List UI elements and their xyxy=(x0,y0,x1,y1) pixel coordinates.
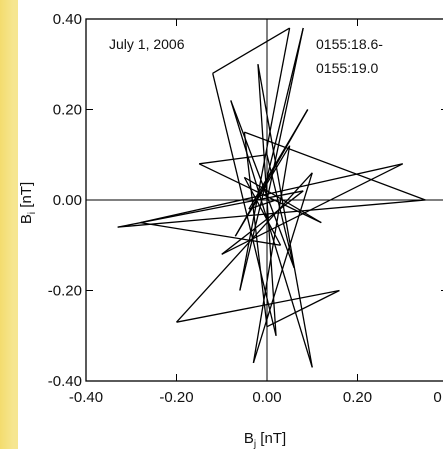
trace-segment xyxy=(257,64,277,336)
trace-segment xyxy=(176,172,313,323)
y-tick-label: 0.00 xyxy=(53,192,82,209)
trace-segment xyxy=(117,190,304,228)
y-tick-label: 0.20 xyxy=(53,102,82,119)
time-annotation-end: 0155:19.0 xyxy=(316,60,378,76)
trace-segment xyxy=(248,109,309,210)
y-tick-label: -0.40 xyxy=(48,373,82,390)
trace-segment xyxy=(221,190,304,255)
trace-segment xyxy=(117,199,426,228)
trace-segment xyxy=(257,64,313,368)
x-tick-label: -0.40 xyxy=(69,389,103,406)
x-tick-label: 0.40 xyxy=(433,389,443,406)
trace-segment xyxy=(230,100,295,269)
trace-group xyxy=(117,27,426,368)
y-tick-label: -0.20 xyxy=(48,283,82,300)
trace-segment xyxy=(252,172,313,364)
trace-segment xyxy=(140,163,403,224)
date-annotation: July 1, 2006 xyxy=(109,36,185,52)
trace-segment xyxy=(199,154,268,165)
trace-segment xyxy=(266,289,340,328)
trace-segment xyxy=(244,131,426,201)
trace-segment xyxy=(248,199,277,210)
trace-segment xyxy=(252,145,291,364)
trace-segment xyxy=(140,221,281,246)
trace-segment xyxy=(243,132,268,327)
x-tick-label: 0.00 xyxy=(252,389,281,406)
trace-segment xyxy=(176,289,340,323)
x-tick-label: 0.20 xyxy=(343,389,372,406)
x-tick-label: -0.20 xyxy=(159,389,193,406)
time-annotation-start: 0155:18.6- xyxy=(316,36,383,52)
y-axis-title: Bi [nT] xyxy=(18,182,38,224)
tick-group xyxy=(85,18,443,382)
trace-segment xyxy=(239,27,304,291)
hodogram-chart: -0.40 -0.20 0.00 0.20 0.40 0.40 0.20 0.00 -0.20 -… xyxy=(18,11,443,449)
y-tick-label: 0.40 xyxy=(53,11,82,28)
label-group: -0.40 -0.20 0.00 0.20 0.40 0.40 0.20 0.00 -0.20 -… xyxy=(48,11,443,406)
trace-segment xyxy=(244,176,322,224)
x-axis-title: Bj [nT] xyxy=(244,430,286,449)
trace-segment xyxy=(212,27,290,74)
chart-panel: -0.40 -0.20 0.00 0.20 0.40 0.40 0.20 0.00 -0.20 -… xyxy=(18,0,443,449)
trace-segment xyxy=(230,100,313,368)
